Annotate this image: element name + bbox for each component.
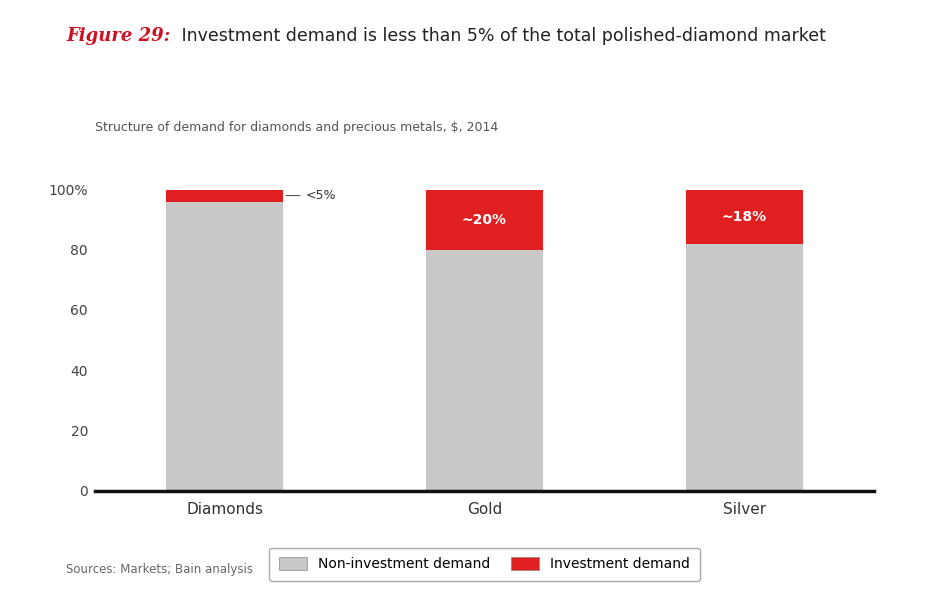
Text: ~18%: ~18% — [722, 210, 767, 223]
Text: Sources: Markets; Bain analysis: Sources: Markets; Bain analysis — [66, 563, 254, 576]
Text: Figure 29:: Figure 29: — [66, 27, 171, 44]
Bar — [166, 190, 283, 202]
Text: Structure of demand for diamonds and precious metals, $, 2014: Structure of demand for diamonds and pre… — [95, 121, 498, 134]
Text: <5%: <5% — [305, 189, 336, 202]
Text: ~20%: ~20% — [462, 213, 507, 227]
Text: Investment demand is less than 5% of the total polished-diamond market: Investment demand is less than 5% of the… — [176, 27, 826, 44]
Bar — [426, 190, 542, 250]
Bar — [686, 190, 803, 243]
Bar — [686, 243, 803, 491]
Bar — [166, 202, 283, 491]
Bar — [426, 250, 542, 491]
Legend: Non-investment demand, Investment demand: Non-investment demand, Investment demand — [270, 548, 699, 581]
